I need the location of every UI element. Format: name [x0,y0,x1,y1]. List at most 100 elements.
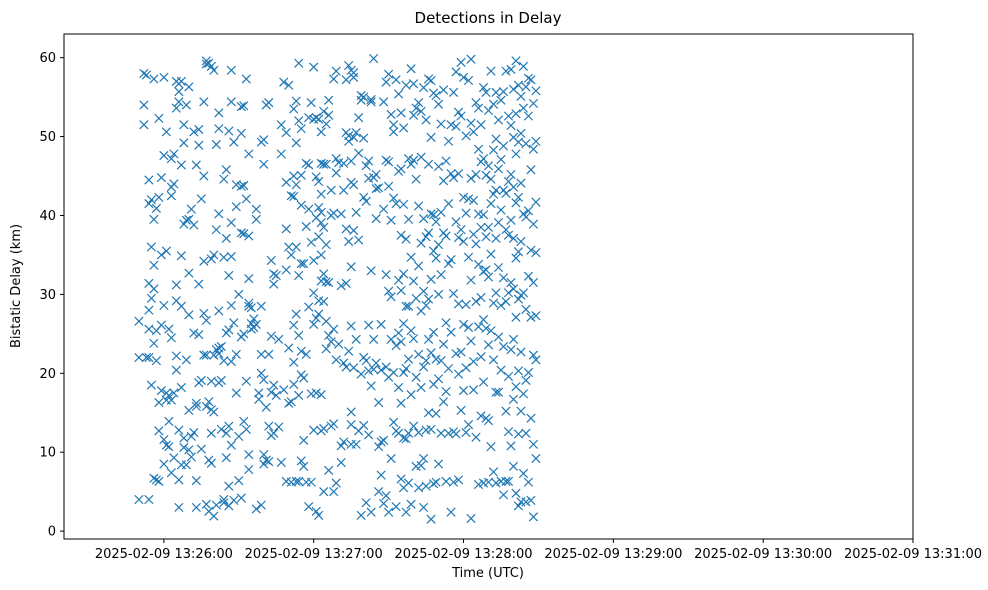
data-point [461,208,471,218]
data-point [296,124,306,134]
data-point [436,356,446,366]
data-point [191,502,201,513]
data-point [314,232,324,242]
data-point [206,458,216,468]
data-point [209,511,219,521]
data-point [219,252,229,262]
data-point [266,387,276,397]
data-point [501,296,511,307]
data-point [324,330,334,341]
data-point [359,133,369,143]
data-point [236,181,246,191]
data-point [291,309,301,319]
data-point [146,242,157,252]
data-point [299,435,309,445]
data-point [526,75,536,85]
data-point [284,343,294,353]
data-point [319,296,329,307]
data-point [403,354,414,364]
data-point [441,231,451,241]
data-point [139,120,149,130]
data-point [463,75,474,86]
data-point [423,74,434,84]
data-point [426,274,436,285]
data-point [496,300,506,311]
data-point [458,192,469,202]
data-point [456,111,466,121]
data-point [281,265,291,275]
data-point [366,381,376,391]
data-point [498,86,509,97]
data-point [184,405,194,416]
data-point [473,322,484,332]
data-point [526,495,536,505]
data-point [364,366,374,376]
data-point [483,222,494,232]
data-point [513,80,524,90]
data-point [329,208,339,218]
data-point [231,388,241,398]
data-point [204,397,214,407]
data-point [364,430,374,440]
data-point [326,337,336,347]
data-point [291,138,301,148]
data-point [478,315,489,325]
data-point [391,75,401,85]
data-point [378,204,389,214]
data-point [316,127,326,137]
data-point [221,453,231,463]
data-point [149,473,159,483]
data-point [531,311,541,321]
data-point [418,502,429,513]
data-point [329,487,339,497]
data-point [179,433,189,443]
data-point [503,476,514,487]
data-point [214,108,224,118]
data-point [456,347,466,357]
data-point [493,217,504,228]
data-point [156,250,167,260]
data-point [466,118,476,128]
data-point [421,115,431,125]
data-point [488,355,499,365]
data-point [226,356,236,367]
data-point [354,235,364,245]
data-point [433,374,444,384]
data-point [164,390,174,401]
data-point [246,303,256,313]
data-point [229,137,239,147]
data-point [461,427,471,438]
data-point [458,72,469,83]
data-point [426,514,436,524]
data-point [236,493,246,503]
data-point [423,228,434,238]
data-point [291,96,301,106]
y-axis-label: Bistatic Delay (km) [9,224,24,348]
data-point [383,157,394,167]
data-point [516,128,526,139]
data-point [214,306,224,316]
data-point [321,316,331,326]
data-point [418,286,429,296]
data-point [436,119,446,129]
data-point [486,66,496,76]
data-point [388,417,399,427]
data-point [383,507,394,517]
data-point [219,356,229,366]
data-point [518,61,529,71]
data-point [411,103,421,113]
data-point [291,476,301,487]
data-point [508,233,519,243]
data-point [418,453,429,464]
data-point [431,253,441,263]
data-point [196,375,206,386]
data-point [296,258,306,269]
data-point [294,270,304,281]
data-point [481,232,491,242]
data-point [446,255,456,265]
data-point [431,354,441,364]
data-point [329,324,339,334]
data-point [491,478,501,488]
data-point [476,352,486,362]
data-point [468,229,479,240]
